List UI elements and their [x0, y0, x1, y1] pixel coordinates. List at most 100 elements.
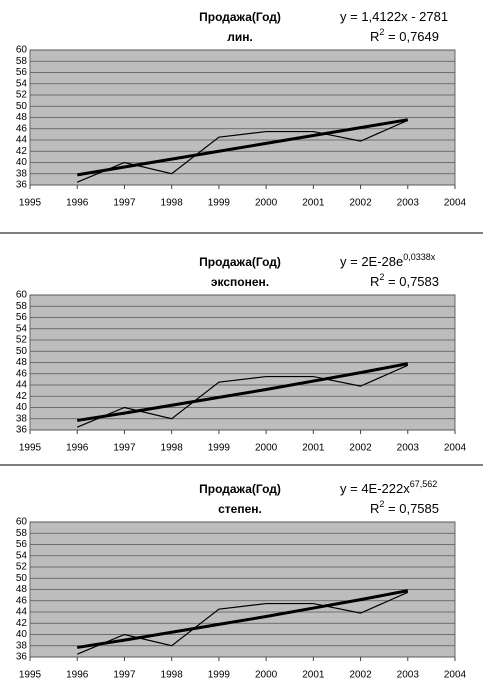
y-tick-label: 44 [16, 135, 28, 146]
y-tick-label: 48 [16, 112, 28, 123]
chart-title: Продажа(Год) [199, 482, 281, 496]
y-tick-label: 54 [16, 550, 28, 561]
y-tick-label: 60 [16, 45, 28, 56]
y-tick-label: 58 [16, 56, 28, 67]
y-tick-label: 52 [16, 562, 28, 573]
chart-subtitle: лин. [227, 30, 253, 44]
annotation-part: 2 [379, 272, 384, 282]
x-tick-label: 2000 [255, 198, 278, 209]
y-tick-label: 40 [16, 402, 28, 413]
chart-title: Продажа(Год) [199, 255, 281, 269]
series-line [76, 591, 409, 655]
y-tick-label: 50 [16, 573, 28, 584]
x-tick-label: 1997 [113, 670, 136, 681]
y-tick-label: 52 [16, 90, 28, 101]
y-tick-label: 42 [16, 618, 28, 629]
annotation: y = 4E-222x67,562 [340, 479, 437, 496]
x-tick-label: 1999 [208, 443, 231, 454]
y-tick-label: 46 [16, 595, 28, 606]
x-tick-label: 2003 [397, 443, 420, 454]
x-tick-label: 1995 [19, 443, 42, 454]
y-tick-label: 38 [16, 413, 28, 424]
y-tick-label: 42 [16, 391, 28, 402]
x-tick-label: 2001 [302, 670, 325, 681]
x-tick-label: 1997 [113, 198, 136, 209]
y-tick-label: 56 [16, 312, 28, 323]
x-tick-label: 2002 [349, 443, 372, 454]
y-tick-label: 60 [16, 517, 28, 528]
annotation: R2 = 0,7649 [370, 27, 439, 44]
annotation-part: = 0,7583 [384, 274, 439, 289]
y-tick-label: 44 [16, 380, 28, 391]
y-tick-label: 50 [16, 101, 28, 112]
annotation-part: R [370, 29, 379, 44]
x-tick-label: 1999 [208, 670, 231, 681]
x-tick-label: 2004 [444, 443, 467, 454]
annotation-part: R [370, 501, 379, 516]
x-tick-label: 1998 [161, 670, 184, 681]
annotation-part: R [370, 274, 379, 289]
annotation: R2 = 0,7585 [370, 499, 439, 516]
annotation-part: y = 2E-28e [340, 254, 403, 269]
x-tick-label: 1995 [19, 670, 42, 681]
x-tick-label: 2001 [302, 443, 325, 454]
y-tick-label: 56 [16, 539, 28, 550]
chart-title: Продажа(Год) [199, 10, 281, 24]
y-tick-label: 46 [16, 368, 28, 379]
x-tick-label: 2002 [349, 198, 372, 209]
annotation-part: 2 [379, 499, 384, 509]
annotation: y = 2E-28e0,0338x [340, 252, 436, 269]
series-line [76, 364, 409, 428]
annotation: R2 = 0,7583 [370, 272, 439, 289]
x-tick-label: 2000 [255, 670, 278, 681]
annotation: y = 1,4122x - 2781 [340, 9, 448, 24]
y-tick-label: 36 [16, 425, 28, 436]
x-tick-label: 2000 [255, 443, 278, 454]
annotation-part: 0,0338x [403, 252, 436, 262]
y-tick-label: 40 [16, 157, 28, 168]
x-tick-label: 1995 [19, 198, 42, 209]
x-tick-label: 2002 [349, 670, 372, 681]
annotation-part: = 0,7585 [384, 501, 439, 516]
x-tick-label: 2003 [397, 670, 420, 681]
y-tick-label: 58 [16, 528, 28, 539]
y-tick-label: 48 [16, 357, 28, 368]
annotation-part: = 0,7649 [384, 29, 439, 44]
x-tick-label: 1996 [66, 670, 89, 681]
x-tick-label: 2003 [397, 198, 420, 209]
y-tick-label: 46 [16, 123, 28, 134]
x-tick-label: 1998 [161, 443, 184, 454]
y-tick-label: 50 [16, 346, 28, 357]
x-tick-label: 2001 [302, 198, 325, 209]
annotation-part: 67,562 [410, 479, 438, 489]
x-tick-label: 2004 [444, 670, 467, 681]
annotation-part: y = 1,4122x - 2781 [340, 9, 448, 24]
chart-subtitle: степен. [218, 502, 262, 516]
x-tick-label: 1996 [66, 198, 89, 209]
y-tick-label: 58 [16, 301, 28, 312]
chart-subtitle: экспонен. [211, 275, 269, 289]
y-tick-label: 36 [16, 180, 28, 191]
y-tick-label: 40 [16, 629, 28, 640]
y-tick-label: 54 [16, 78, 28, 89]
y-tick-label: 42 [16, 146, 28, 157]
x-tick-label: 1999 [208, 198, 231, 209]
x-tick-label: 1996 [66, 443, 89, 454]
y-tick-label: 60 [16, 290, 28, 301]
y-tick-label: 38 [16, 168, 28, 179]
x-tick-label: 1997 [113, 443, 136, 454]
y-tick-label: 52 [16, 335, 28, 346]
annotation-part: y = 4E-222x [340, 481, 410, 496]
annotation-part: 2 [379, 27, 384, 37]
y-tick-label: 36 [16, 652, 28, 663]
y-tick-label: 48 [16, 584, 28, 595]
series-line [76, 589, 409, 649]
y-tick-label: 38 [16, 640, 28, 651]
x-tick-label: 2004 [444, 198, 467, 209]
x-tick-label: 1998 [161, 198, 184, 209]
series-line [76, 362, 409, 422]
y-tick-label: 44 [16, 607, 28, 618]
y-tick-label: 56 [16, 67, 28, 78]
y-tick-label: 54 [16, 323, 28, 334]
